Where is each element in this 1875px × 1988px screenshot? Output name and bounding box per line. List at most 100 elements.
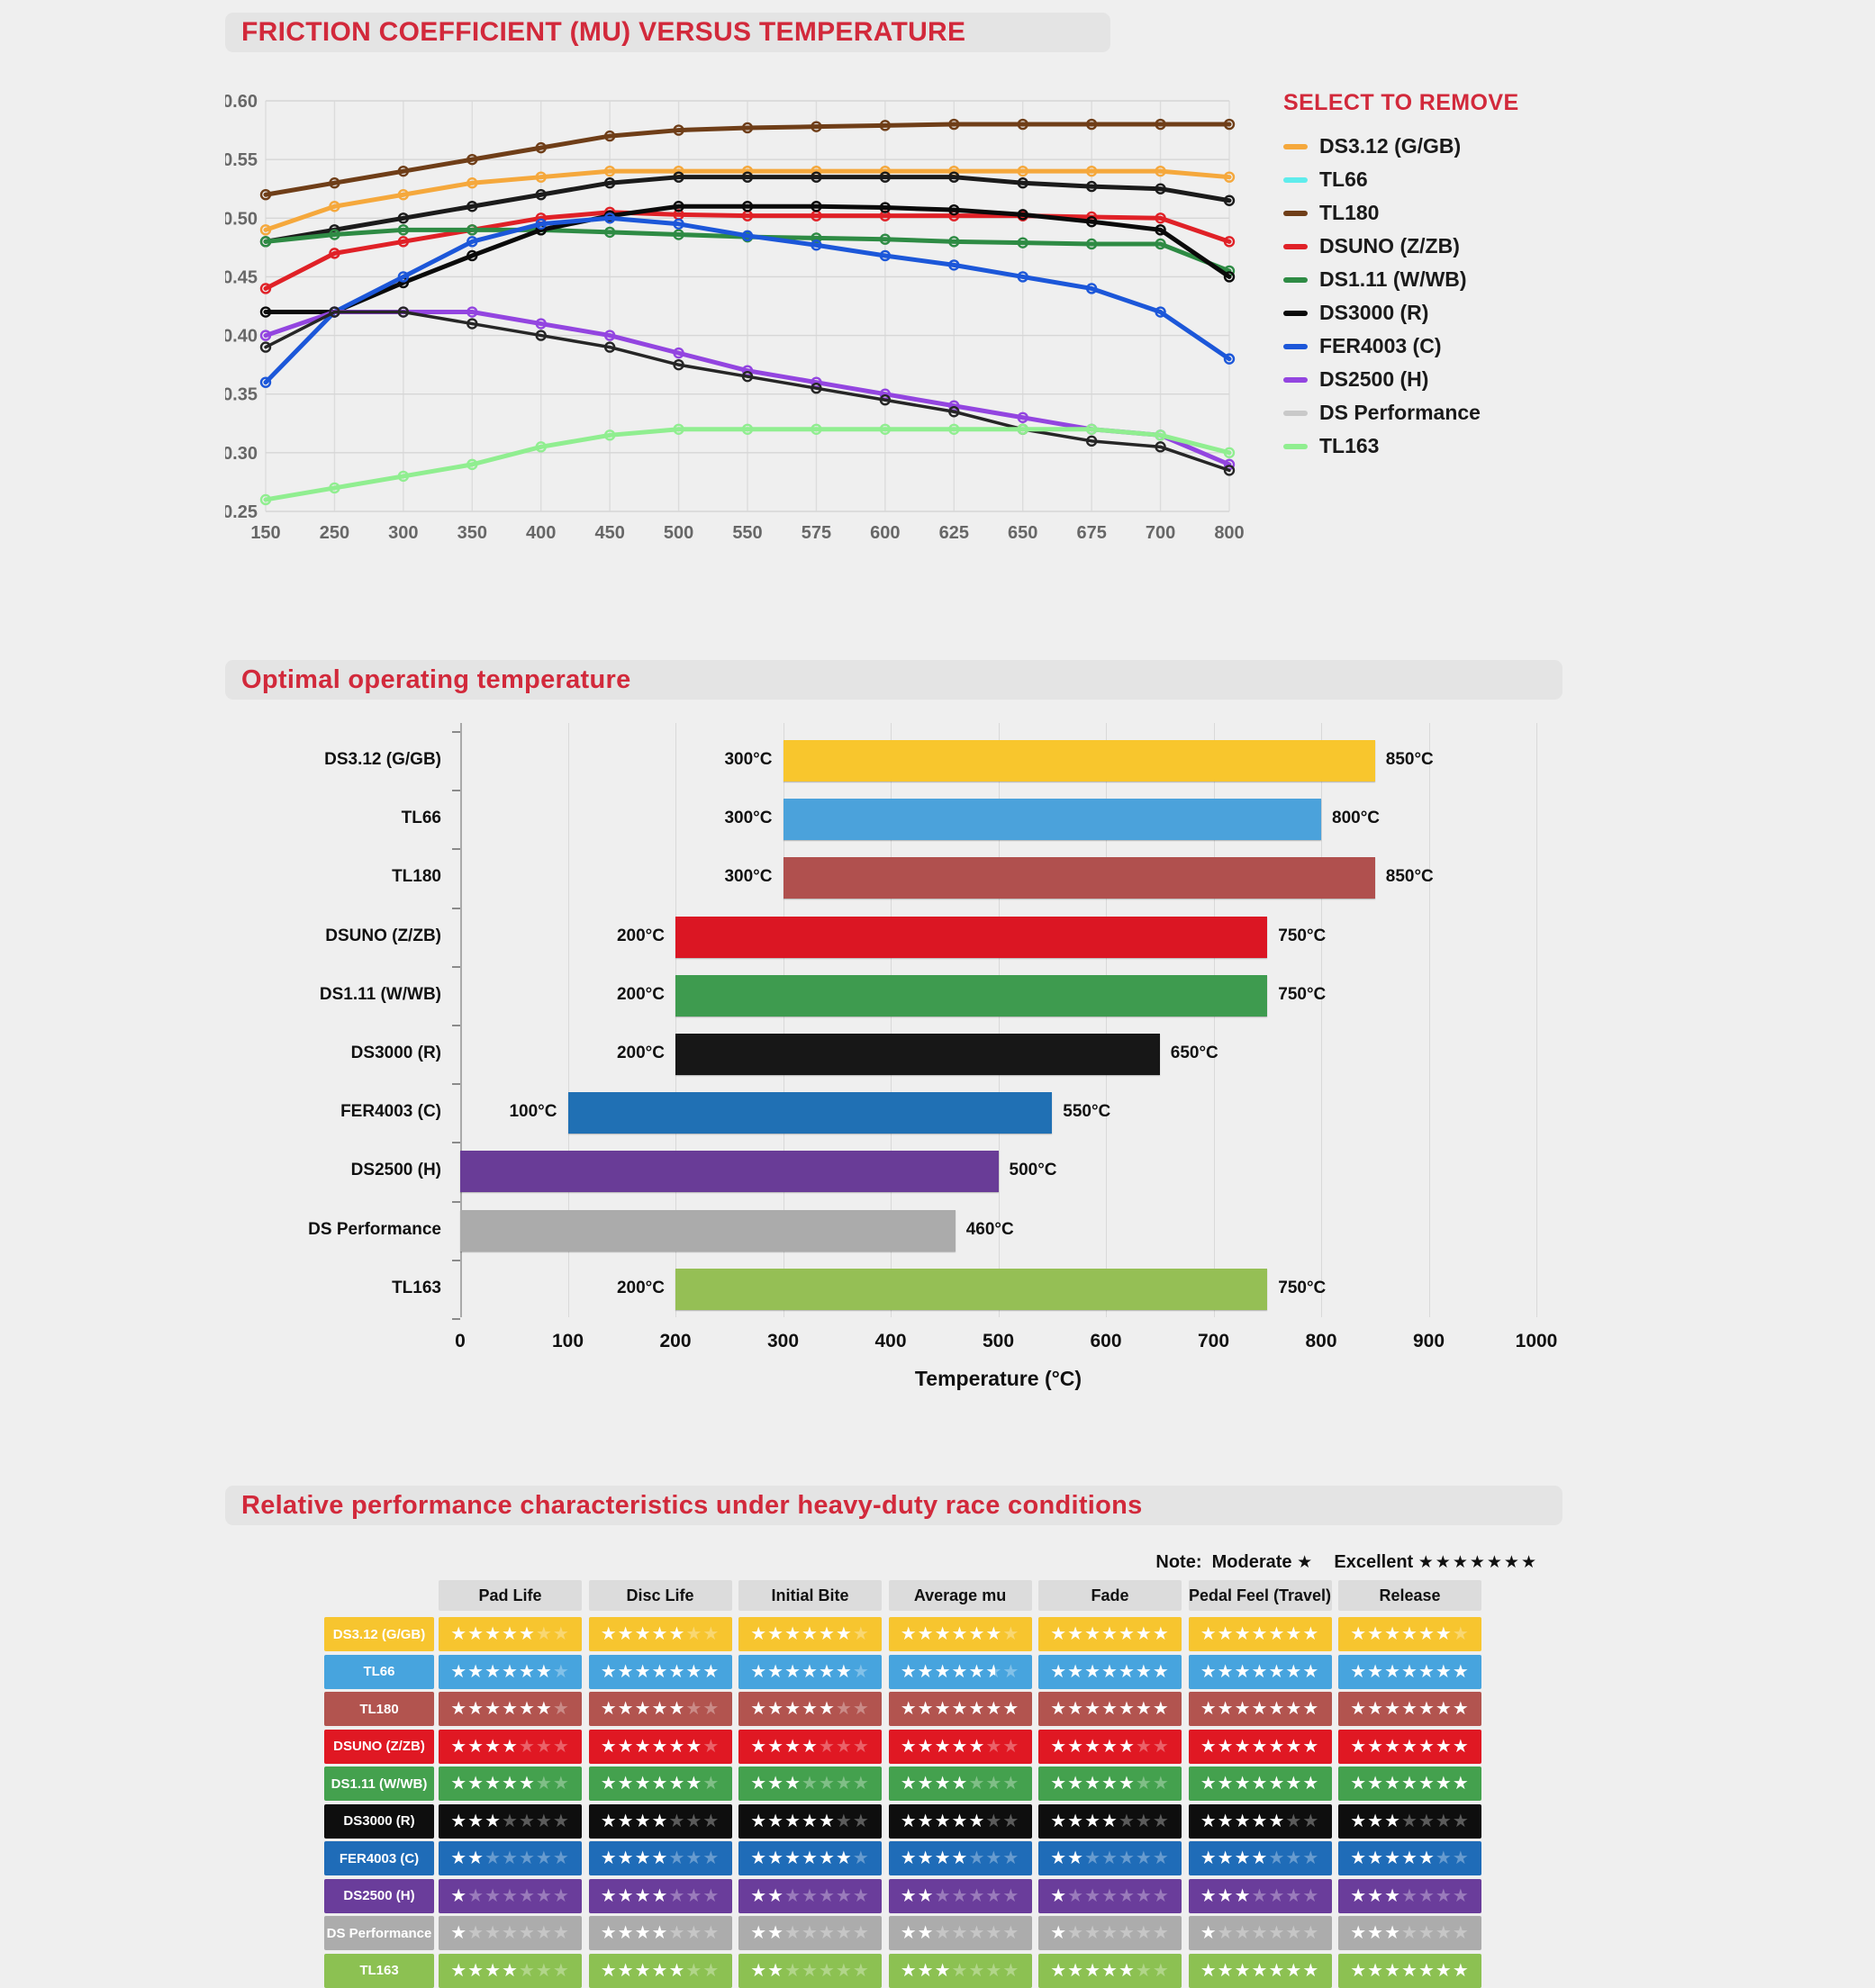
- star-filled-icon: ★: [802, 1848, 819, 1868]
- data-point-marker: [603, 429, 616, 441]
- legend-item-DS2500 (H)[interactable]: DS2500 (H): [1283, 363, 1572, 396]
- note-label: Note:: [1155, 1552, 1202, 1572]
- star-empty-icon: ★: [1118, 1811, 1136, 1831]
- y-tick-label: 0.40: [225, 327, 258, 347]
- star-filled-icon: ★: [917, 1699, 935, 1719]
- star-empty-icon: ★: [685, 1624, 703, 1644]
- data-point-marker: [466, 176, 478, 189]
- x-tick-label: 450: [594, 523, 624, 543]
- star-filled-icon: ★: [668, 1736, 686, 1757]
- legend-swatch-icon: [1283, 343, 1308, 349]
- series-line-DS3.12 (G/GB): [263, 168, 1232, 232]
- star-filled-icon: ★: [767, 1923, 785, 1943]
- star-filled-icon: ★: [1200, 1699, 1218, 1719]
- data-point-marker: [673, 171, 684, 183]
- star-filled-icon: ★: [1067, 1774, 1085, 1794]
- data-point-marker: [535, 318, 547, 330]
- rating-cell: ★ ★ ★ ★ ★ ★ ★: [1338, 1654, 1481, 1689]
- data-point-marker: [948, 406, 960, 418]
- star-filled-icon: ★: [767, 1774, 785, 1794]
- star-filled-icon: ★: [818, 1848, 836, 1868]
- legend-item-DSUNO (Z/ZB)[interactable]: DSUNO (Z/ZB): [1283, 230, 1572, 263]
- star-empty-icon: ★: [1135, 1736, 1153, 1757]
- star-filled-icon: ★: [900, 1811, 918, 1831]
- data-point-marker: [1085, 423, 1098, 435]
- star-filled-icon: ★: [767, 1699, 785, 1719]
- data-point-marker: [329, 201, 340, 212]
- data-point-marker: [259, 493, 272, 506]
- star-filled-icon: ★: [651, 1811, 669, 1831]
- star-filled-icon: ★: [1135, 1699, 1153, 1719]
- star-empty-icon: ★: [968, 1885, 986, 1906]
- data-point-marker: [948, 236, 960, 248]
- legend-item-DS3.12 (G/GB)[interactable]: DS3.12 (G/GB): [1283, 130, 1572, 163]
- star-empty-icon: ★: [535, 1923, 553, 1943]
- star-filled-icon: ★: [767, 1736, 785, 1757]
- star-filled-icon: ★: [1217, 1885, 1235, 1906]
- star-empty-icon: ★: [835, 1774, 853, 1794]
- y-tick-label: 0.60: [225, 92, 258, 112]
- rating-note: Note: Moderate ★ Excellent ★★★★★★★: [1155, 1552, 1538, 1573]
- star-empty-icon: ★: [784, 1960, 802, 1981]
- star-filled-icon: ★: [1050, 1699, 1068, 1719]
- line-chart-legend: SELECT TO REMOVE DS3.12 (G/GB) TL66 TL180 D…: [1283, 90, 1572, 463]
- data-point-marker: [466, 458, 478, 471]
- star-empty-icon: ★: [1084, 1923, 1102, 1943]
- star-empty-icon: ★: [968, 1774, 986, 1794]
- star-filled-icon: ★: [750, 1699, 768, 1719]
- legend-item-DS1.11 (W/WB)[interactable]: DS1.11 (W/WB): [1283, 263, 1572, 296]
- legend-item-label: DS Performance: [1319, 401, 1481, 424]
- star-filled-icon: ★: [767, 1811, 785, 1831]
- star-empty-icon: ★: [702, 1624, 720, 1644]
- legend-item-TL163[interactable]: TL163: [1283, 429, 1572, 463]
- legend-item-TL180[interactable]: TL180: [1283, 196, 1572, 230]
- star-empty-icon: ★: [668, 1885, 686, 1906]
- star-empty-icon: ★: [1152, 1923, 1170, 1943]
- star-filled-icon: ★: [634, 1624, 652, 1644]
- legend-item-label: DS2500 (H): [1319, 367, 1429, 391]
- star-filled-icon: ★: [1418, 1699, 1436, 1719]
- star-filled-icon: ★: [450, 1848, 468, 1868]
- star-empty-icon: ★: [934, 1923, 952, 1943]
- bar-start-label: 300°C: [724, 809, 773, 828]
- rating-cell: ★ ★ ★ ★ ★ ★ ★: [1338, 1803, 1481, 1839]
- legend-item-TL66[interactable]: TL66: [1283, 163, 1572, 196]
- star-filled-icon: ★: [934, 1736, 952, 1757]
- bar-gridline: [1106, 723, 1107, 1317]
- star-filled-icon: ★: [917, 1811, 935, 1831]
- star-filled-icon: ★: [750, 1736, 768, 1757]
- star-filled-icon: ★: [1234, 1624, 1252, 1644]
- data-point-marker: [673, 218, 684, 230]
- star-filled-icon: ★: [617, 1960, 635, 1981]
- star-filled-icon: ★: [1350, 1661, 1368, 1682]
- star-filled-icon: ★: [617, 1885, 635, 1906]
- bar-start-label: 200°C: [616, 1278, 665, 1297]
- star-empty-icon: ★: [502, 1923, 519, 1943]
- star-filled-icon: ★: [1217, 1811, 1235, 1831]
- star-empty-icon: ★: [968, 1923, 986, 1943]
- bar-start-label: 100°C: [509, 1102, 557, 1122]
- star-filled-icon: ★: [651, 1960, 669, 1981]
- data-point-marker: [1223, 236, 1236, 248]
- table-row-label-TL180: TL180: [324, 1692, 434, 1726]
- star-filled-icon: ★: [1152, 1699, 1170, 1719]
- data-point-marker: [259, 306, 272, 318]
- star-filled-icon: ★: [1401, 1624, 1418, 1644]
- legend-item-DS Performance[interactable]: DS Performance: [1283, 396, 1572, 429]
- rating-cell: ★ ★ ★ ★ ★ ★ ★: [1338, 1692, 1481, 1726]
- star-empty-icon: ★: [1101, 1923, 1119, 1943]
- data-point-marker: [535, 189, 547, 201]
- legend-item-FER4003 (C)[interactable]: FER4003 (C): [1283, 330, 1572, 363]
- legend-item-DS3000 (R)[interactable]: DS3000 (R): [1283, 296, 1572, 330]
- star-filled-icon: ★: [1302, 1699, 1320, 1719]
- star-empty-icon: ★: [835, 1699, 853, 1719]
- star-filled-icon: ★: [1350, 1885, 1368, 1906]
- star-filled-icon: ★: [600, 1774, 618, 1794]
- star-filled-icon: ★: [1200, 1774, 1218, 1794]
- rating-cell: ★ ★ ★ ★ ★ ★ ★: [588, 1654, 732, 1689]
- bar-x-tick-label: 900: [1412, 1331, 1445, 1351]
- star-filled-icon: ★: [1200, 1923, 1218, 1943]
- star-filled-icon: ★: [651, 1661, 669, 1682]
- axis-tick-icon: [452, 965, 460, 968]
- rating-cell: ★ ★ ★ ★ ★ ★ ★: [1338, 1767, 1481, 1801]
